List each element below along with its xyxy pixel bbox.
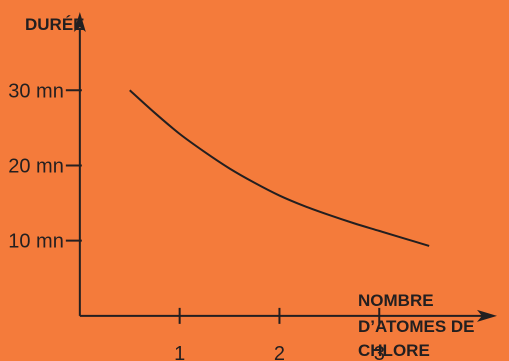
ticks: 1 2 3 10 mn 20 mn 30 mn [8,80,385,361]
x-tick-label: 1 [174,343,185,361]
x-tick-label: 3 [374,343,385,361]
x-tick-label: 2 [274,343,285,361]
series-line-0 [129,89,430,247]
x-axis-title-line-2: D’ATOMES DE [358,317,475,336]
y-tick-label: 10 mn [8,231,64,253]
y-tick-label: 30 mn [8,80,64,102]
x-axis-arrow [477,309,497,322]
y-tick-label: 20 mn [8,155,64,177]
y-axis-arrow [73,12,86,32]
y-axis-title: DURÉE [25,15,85,34]
axes [73,12,497,322]
series-layer [129,89,430,247]
x-axis-title-line-1: NOMBRE [358,291,434,310]
x-axis-title-line-3: CHLORE [358,341,430,360]
